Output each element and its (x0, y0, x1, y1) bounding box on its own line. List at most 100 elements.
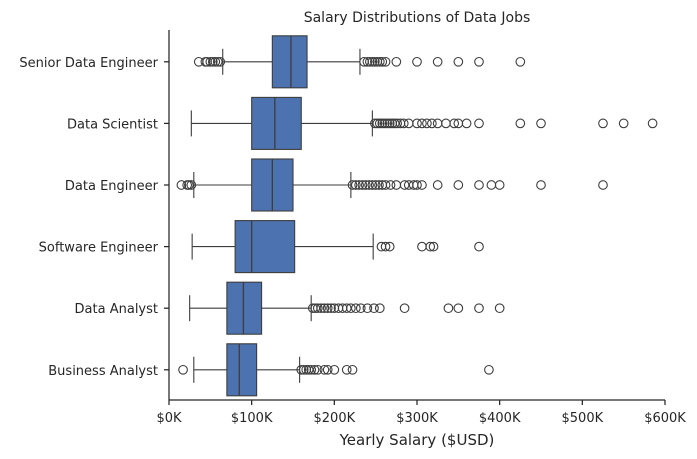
outlier-point (432, 180, 443, 190)
outlier-point (598, 180, 608, 190)
outlier-point (515, 118, 526, 129)
outlier-point (536, 118, 546, 129)
outlier-point (210, 56, 221, 67)
iqr-box (271, 35, 308, 89)
outlier-point (494, 303, 505, 314)
outlier-point (384, 118, 395, 129)
outlier-point (372, 118, 383, 129)
outlier-point (296, 364, 307, 375)
outlier-point (347, 364, 358, 375)
x-tick-label: $600K (644, 411, 686, 426)
outlier-point (453, 303, 464, 314)
outlier-point (417, 118, 427, 129)
x-axis-ticks: $0K $100K $200K $300K $400K $500K $600K (156, 400, 686, 426)
outlier-point (422, 118, 432, 129)
outlier-point (391, 180, 402, 190)
outlier-point (398, 118, 409, 129)
outlier-point (417, 180, 427, 190)
outlier-point (369, 56, 380, 67)
outlier-point (515, 56, 526, 67)
outlier-point (357, 180, 368, 190)
y-axis-categories: Senior Data Engineer Data Scientist Data E… (19, 56, 169, 379)
outlier-point (384, 241, 395, 252)
x-tick-label: $500K (562, 411, 604, 426)
outlier-point (391, 56, 402, 67)
category-label: Data Analyst (75, 302, 158, 317)
outlier-point (183, 180, 194, 190)
outlier-point (207, 56, 218, 67)
outlier-point (298, 364, 309, 375)
outlier-point (365, 56, 375, 67)
outlier-point (432, 118, 443, 129)
outlier-point (598, 118, 608, 129)
iqr-box (226, 281, 263, 335)
outlier-point (319, 364, 330, 375)
outlier-point (374, 118, 385, 129)
outlier-point (364, 180, 374, 190)
outlier-point (367, 56, 378, 67)
box-group (176, 158, 608, 212)
outlier-point (412, 180, 422, 190)
box-group (178, 343, 494, 397)
box-group (190, 96, 658, 150)
outlier-point (474, 303, 484, 314)
outlier-point (316, 303, 326, 314)
iqr-box (234, 220, 296, 274)
outlier-point (309, 364, 320, 375)
category-label: Data Engineer (65, 179, 159, 194)
outlier-point (428, 241, 439, 252)
outlier-point (441, 118, 451, 129)
outlier-point (341, 364, 352, 375)
outlier-point (178, 364, 188, 375)
outlier-point (427, 118, 437, 129)
outlier-point (380, 241, 391, 252)
outlier-point (370, 180, 381, 190)
outlier-point (474, 241, 484, 252)
outlier-point (369, 303, 379, 314)
outlier-point (412, 118, 422, 129)
outlier-point (350, 180, 361, 190)
x-tick-label: $0K (156, 411, 182, 426)
outlier-point (379, 118, 390, 129)
outlier-point (403, 118, 414, 129)
outlier-point (360, 180, 371, 190)
category-label: Business Analyst (48, 364, 158, 379)
outlier-point (186, 180, 197, 190)
outlier-point (306, 364, 317, 375)
outlier-point (443, 303, 454, 314)
category-label: Software Engineer (39, 241, 159, 256)
outlier-point (367, 180, 378, 190)
outlier-point (362, 56, 373, 67)
outlier-point (618, 118, 629, 129)
outlier-point (326, 303, 336, 314)
outlier-point (322, 364, 333, 375)
iqr-box (251, 96, 302, 150)
category-label: Data Scientist (67, 117, 158, 132)
outlier-point (382, 118, 393, 129)
x-tick-label: $100K (231, 411, 273, 426)
outlier-point (385, 180, 396, 190)
outlier-point (374, 303, 385, 314)
category-label: Senior Data Engineer (19, 56, 158, 71)
outlier-point (377, 56, 388, 67)
outlier-point (374, 180, 384, 190)
outlier-point (374, 56, 385, 67)
outlier-point (312, 364, 323, 375)
outlier-point (399, 303, 410, 314)
outlier-point (312, 303, 323, 314)
outlier-point (484, 364, 494, 375)
outlier-point (380, 180, 391, 190)
x-tick-label: $200K (314, 411, 356, 426)
box-group (189, 281, 505, 335)
x-axis-label: Yearly Salary ($USD) (339, 431, 495, 449)
outlier-point (449, 118, 460, 129)
outlier-point (486, 180, 497, 190)
outlier-point (176, 180, 187, 190)
outlier-point (412, 56, 422, 67)
outlier-point (212, 56, 223, 67)
box-group (191, 220, 484, 274)
plot-area (176, 35, 658, 397)
outlier-point (494, 180, 505, 190)
outlier-point (647, 118, 658, 129)
